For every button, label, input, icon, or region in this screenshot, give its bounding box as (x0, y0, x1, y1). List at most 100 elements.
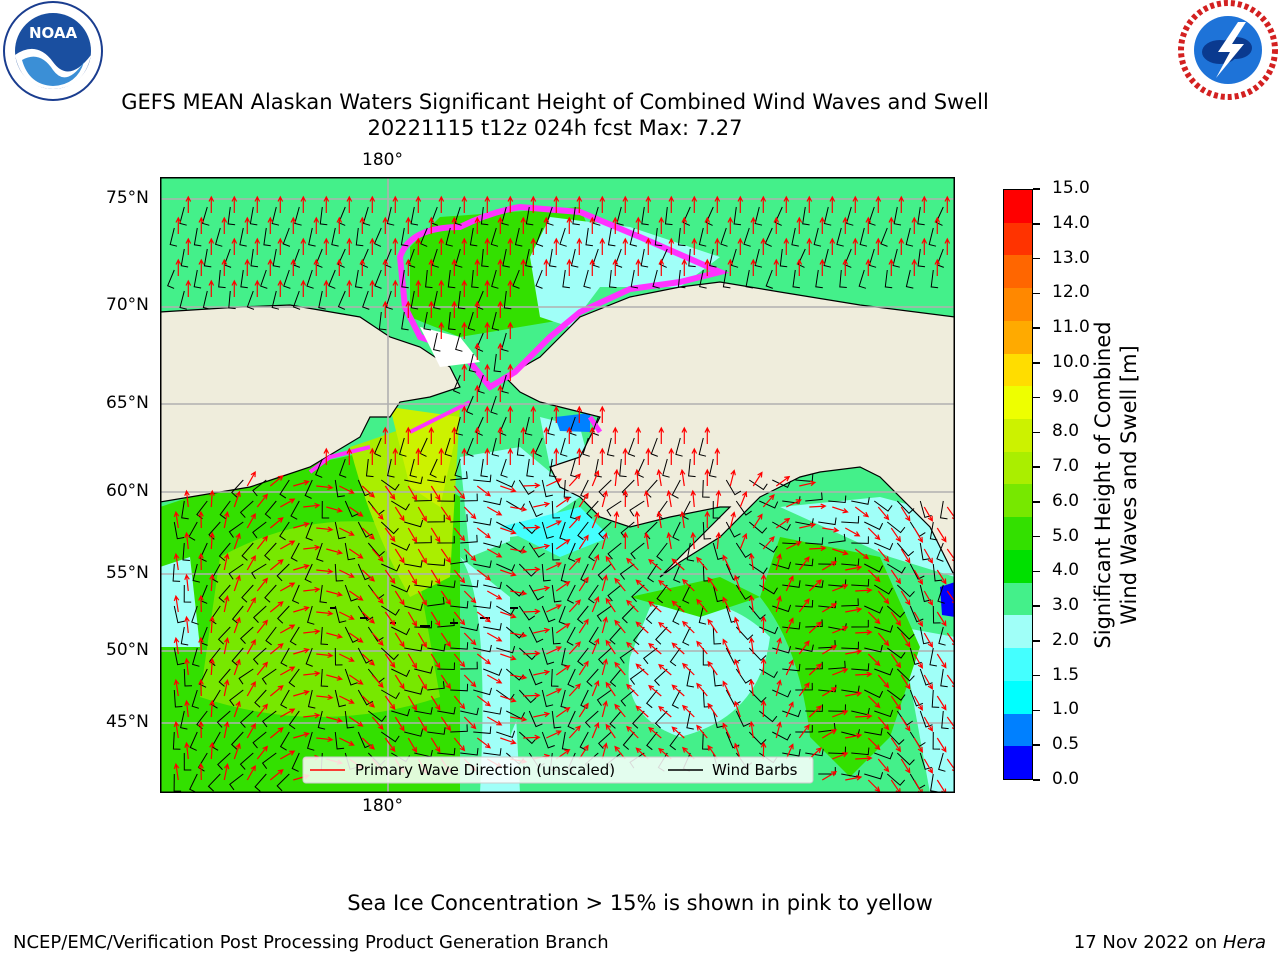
wind-barb (391, 584, 411, 593)
wind-barb (452, 374, 461, 394)
wave-arrow (369, 279, 376, 298)
wave-arrow (643, 531, 650, 550)
wind-barb (659, 248, 668, 268)
wind-barb (217, 752, 231, 771)
wind-barb (669, 731, 681, 751)
wave-arrow (233, 616, 241, 634)
wave-arrow (877, 548, 890, 563)
wave-arrow (303, 502, 321, 509)
wind-barb (357, 479, 372, 497)
wind-barb (682, 584, 691, 604)
wind-barb (551, 542, 560, 561)
wind-barb (868, 206, 876, 226)
wind-barb (699, 269, 707, 289)
wave-arrow (316, 568, 334, 575)
wind-barb (795, 682, 813, 691)
wind-barb (290, 500, 300, 520)
wind-barb (725, 521, 741, 538)
wind-barb (645, 605, 658, 624)
wave-arrow (845, 691, 863, 697)
wind-barb (629, 227, 638, 247)
wave-arrow (316, 652, 334, 659)
wave-arrow (246, 512, 256, 529)
wave-arrow (829, 195, 836, 214)
wave-arrow (622, 489, 629, 508)
wave-arrow (936, 695, 947, 711)
wind-barb (759, 500, 779, 509)
wave-arrow (591, 511, 600, 529)
wave-arrow (900, 758, 911, 774)
wave-arrow (553, 405, 560, 424)
wind-barb (231, 605, 244, 624)
wave-arrow (497, 426, 504, 445)
wind-barb (331, 227, 339, 247)
wave-arrow (336, 258, 343, 277)
wave-arrow (543, 216, 550, 235)
wind-barb (197, 752, 208, 772)
wave-arrow (384, 695, 396, 711)
wave-arrow (361, 737, 375, 750)
wind-barb (391, 708, 411, 717)
wave-arrow (348, 590, 364, 601)
wave-arrow (173, 678, 180, 697)
wave-arrow (293, 690, 310, 697)
zone-2-3m-strip (460, 557, 520, 793)
wave-arrow (184, 699, 190, 718)
wave-arrow (500, 569, 517, 577)
wind-barb (391, 542, 411, 551)
wave-arrow (361, 695, 375, 708)
wave-arrow (303, 586, 321, 593)
wind-barb (252, 521, 267, 539)
wave-arrow (944, 237, 951, 256)
wave-arrow (244, 258, 251, 277)
wind-barb (344, 542, 356, 561)
wave-arrow (714, 237, 721, 256)
wind-barb (191, 647, 200, 667)
wind-barb (597, 731, 612, 749)
wave-arrow (533, 501, 551, 508)
wave-arrow (546, 520, 563, 529)
wind-barb (698, 605, 707, 625)
wave-arrow (430, 737, 441, 753)
wind-barb (357, 689, 374, 706)
wind-barb (227, 206, 236, 226)
wave-arrow (209, 741, 215, 760)
wave-arrow (510, 632, 528, 638)
wind-barb (183, 752, 192, 771)
legend-barb-label: Wind Barbs (712, 761, 798, 779)
wind-barb (404, 603, 423, 612)
wave-arrow (303, 712, 321, 719)
wave-arrow (934, 216, 941, 235)
wind-barb (528, 584, 545, 601)
wind-barb (795, 558, 814, 567)
colorbar-segment (1004, 419, 1032, 452)
wind-barb (475, 416, 484, 436)
lat-label-65n: 65°N (106, 393, 149, 413)
wind-barb (480, 206, 489, 226)
wave-arrow (438, 321, 445, 340)
wind-barb (483, 707, 502, 715)
wind-barb (929, 647, 937, 667)
wind-barb (404, 643, 423, 652)
wind-barb (874, 542, 894, 551)
wave-arrow (796, 216, 803, 235)
wind-barb (548, 248, 557, 268)
wind-barb (528, 668, 543, 686)
wave-arrow (829, 237, 836, 256)
wind-barb (541, 731, 555, 749)
sea-ice-edge-anadyr (308, 445, 371, 474)
wind-barb (228, 563, 244, 580)
wave-arrow (430, 653, 441, 669)
wave-arrow (407, 611, 418, 627)
wave-arrow (715, 489, 722, 508)
wind-barb (308, 227, 316, 247)
wave-arrow (392, 279, 399, 298)
wave-arrow (185, 237, 192, 256)
wave-arrow (476, 695, 492, 707)
wind-barb (720, 227, 728, 247)
wind-barb (917, 248, 926, 268)
wind-barb (607, 584, 622, 602)
wave-arrow (438, 279, 445, 298)
wind-barb (179, 206, 187, 226)
wave-arrow (246, 554, 256, 571)
